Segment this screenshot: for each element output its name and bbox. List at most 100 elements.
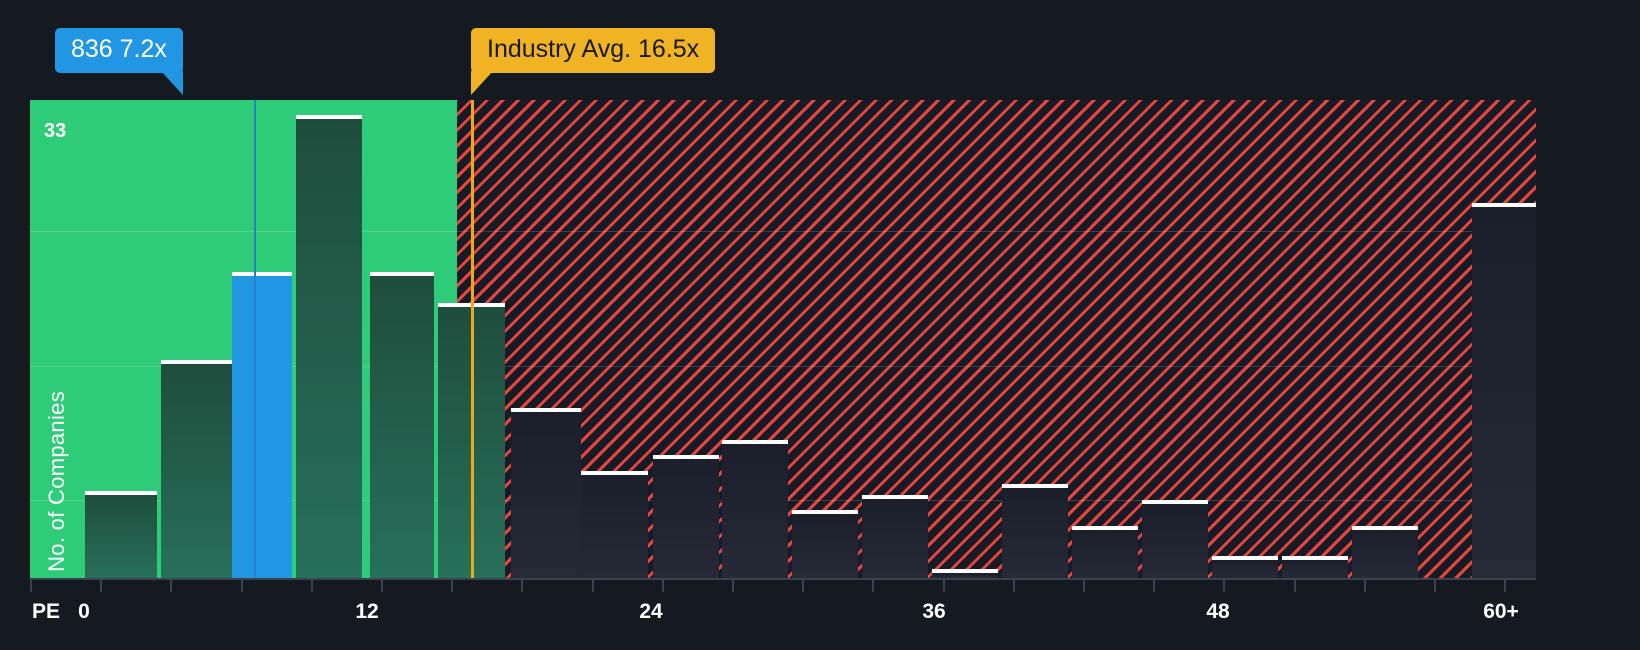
- x-tick: [170, 580, 172, 592]
- x-tick-label-5: 60+: [1483, 600, 1519, 623]
- bar-body: [722, 444, 788, 578]
- x-tick: [802, 580, 804, 592]
- bar-bin-11[interactable]: [862, 495, 928, 578]
- bar-bin-13[interactable]: [1002, 484, 1068, 578]
- x-tick: [662, 580, 664, 592]
- bar-bin-16[interactable]: [1212, 556, 1278, 578]
- bar-cap: [653, 455, 719, 459]
- bar-bin-4[interactable]: [370, 272, 434, 578]
- bar-bin-1[interactable]: [161, 360, 232, 578]
- bar-cap: [581, 471, 648, 475]
- bar-cap: [1072, 526, 1138, 530]
- x-tick: [521, 580, 523, 592]
- x-tick: [1013, 580, 1015, 592]
- bar-body: [862, 499, 928, 578]
- industry-avg-marker-line: [471, 100, 474, 578]
- tooltip-pointer: [160, 71, 183, 95]
- bar-bin-18[interactable]: [1352, 526, 1418, 578]
- bar-body: [511, 412, 581, 578]
- bar-bin-8[interactable]: [653, 455, 719, 578]
- x-tick: [1294, 580, 1296, 592]
- bar-cap: [85, 491, 157, 495]
- bar-bin-15[interactable]: [1142, 500, 1208, 578]
- bar-cap: [862, 495, 928, 499]
- bar-body: [1352, 530, 1418, 578]
- bar-cap: [1002, 484, 1068, 488]
- bar-body: [85, 495, 157, 578]
- bar-cap: [232, 272, 292, 276]
- bar-bin-6[interactable]: [511, 408, 581, 578]
- industry-avg-tooltip[interactable]: Industry Avg. 16.5x: [471, 28, 716, 95]
- tooltip-pointer: [471, 71, 493, 95]
- bar-cap: [1142, 500, 1208, 504]
- x-tick-label-1: 12: [355, 600, 379, 623]
- x-tick: [1434, 580, 1436, 592]
- bar-bin-17[interactable]: [1282, 556, 1348, 578]
- bar-cap: [161, 360, 232, 364]
- bar-bin-19[interactable]: [1472, 203, 1536, 578]
- x-axis-line: [30, 578, 1536, 580]
- x-tick: [30, 580, 32, 592]
- bar-bin-2-selected[interactable]: [232, 272, 292, 578]
- bar-bin-14[interactable]: [1072, 526, 1138, 578]
- bar-body: [932, 573, 998, 578]
- x-axis-title: PE: [32, 600, 61, 623]
- zone-overvalued: [457, 100, 1536, 578]
- gridline-1: [30, 231, 1536, 232]
- bar-bin-7[interactable]: [581, 471, 648, 578]
- bar-bin-9[interactable]: [722, 440, 788, 578]
- industry-avg-tooltip-label: Industry Avg. 16.5x: [487, 35, 700, 63]
- bar-body: [1472, 207, 1536, 578]
- bar-cap: [932, 569, 998, 573]
- x-tick: [1364, 580, 1366, 592]
- company-marker-line: [254, 100, 256, 578]
- x-tick: [1083, 580, 1085, 592]
- bar-body: [792, 514, 858, 578]
- bar-cap: [370, 272, 434, 276]
- bar-body: [1142, 504, 1208, 578]
- x-tick: [872, 580, 874, 592]
- x-tick: [1153, 580, 1155, 592]
- x-tick-label-3: 36: [922, 600, 946, 623]
- bar-cap: [1282, 556, 1348, 560]
- bar-body: [581, 475, 648, 578]
- x-tick: [592, 580, 594, 592]
- gridline-2: [30, 366, 1536, 367]
- bar-cap: [792, 510, 858, 514]
- bar-body: [161, 364, 232, 578]
- bar-bin-0[interactable]: [85, 491, 157, 578]
- company-tooltip-label: 836 7.2x: [71, 35, 167, 63]
- bar-body: [370, 276, 434, 578]
- bar-body: [1072, 530, 1138, 578]
- bar-cap: [1352, 526, 1418, 530]
- x-tick: [732, 580, 734, 592]
- bar-cap: [1212, 556, 1278, 560]
- x-tick: [451, 580, 453, 592]
- y-axis-title: No. of Companies: [44, 391, 69, 572]
- bar-bin-12[interactable]: [932, 569, 998, 578]
- x-tick: [1504, 580, 1506, 592]
- bar-body: [232, 276, 292, 578]
- bar-cap: [511, 408, 581, 412]
- bar-body: [653, 459, 719, 578]
- x-tick-label-2: 24: [639, 600, 663, 623]
- x-tick-label-0: 0: [78, 600, 90, 623]
- bar-cap: [1472, 203, 1536, 207]
- plot-area: [30, 100, 1536, 578]
- bar-body: [1002, 488, 1068, 578]
- x-tick: [943, 580, 945, 592]
- y-max-label: 33: [44, 120, 67, 142]
- bar-bin-3[interactable]: [296, 115, 362, 578]
- bar-body: [1282, 560, 1348, 578]
- x-tick: [241, 580, 243, 592]
- bar-cap: [296, 115, 362, 119]
- company-tooltip[interactable]: 836 7.2x: [55, 28, 183, 95]
- x-tick-label-4: 48: [1206, 600, 1230, 623]
- bar-body: [296, 119, 362, 578]
- bar-body: [1212, 560, 1278, 578]
- x-tick: [381, 580, 383, 592]
- x-tick: [100, 580, 102, 592]
- bar-bin-10[interactable]: [792, 510, 858, 578]
- x-tick: [311, 580, 313, 592]
